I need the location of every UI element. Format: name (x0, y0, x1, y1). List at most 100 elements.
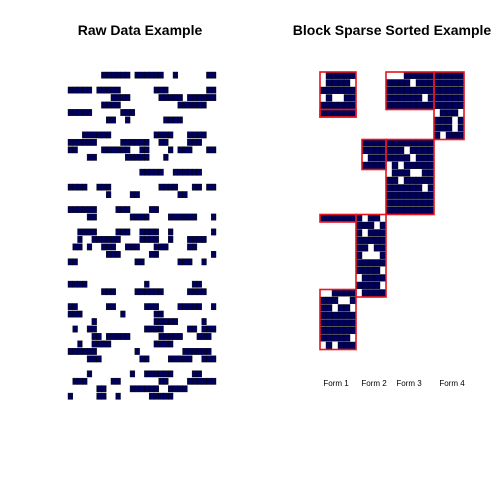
raw-cell (187, 243, 193, 251)
raw-cell (96, 236, 102, 243)
sorted-cell (349, 101, 357, 109)
raw-cell (110, 71, 116, 79)
sorted-cell (415, 94, 423, 102)
sorted-cell (343, 326, 351, 334)
raw-cell (125, 206, 131, 213)
sorted-cell (433, 131, 441, 139)
raw-cell (125, 94, 131, 101)
raw-cell (153, 250, 159, 258)
sorted-cell (409, 191, 417, 199)
raw-cell (115, 250, 121, 258)
raw-cell (82, 206, 88, 213)
sorted-cell (331, 334, 339, 342)
raw-cell (129, 191, 136, 199)
sorted-cell (415, 71, 423, 79)
raw-cell (72, 109, 78, 116)
sorted-cell (367, 139, 375, 147)
raw-cell (120, 333, 126, 340)
raw-cell (105, 340, 112, 348)
raw-cell (115, 86, 121, 94)
sorted-cell (409, 71, 417, 79)
sorted-cell (325, 311, 333, 319)
raw-cell (134, 138, 140, 146)
sorted-cell (373, 266, 381, 274)
sorted-cell (367, 154, 375, 162)
sorted-cell (391, 161, 399, 169)
raw-cell (153, 236, 159, 243)
raw-cell (196, 131, 202, 139)
sorted-cell (397, 199, 405, 207)
raw-cell (201, 318, 207, 325)
sorted-cell (451, 94, 459, 102)
sorted-cell (349, 214, 357, 222)
raw-cell (67, 348, 73, 355)
raw-cell (211, 325, 217, 333)
raw-cell (158, 86, 164, 94)
raw-cell (206, 333, 212, 340)
raw-cell (153, 168, 159, 176)
raw-cell (134, 288, 140, 296)
raw-cell (134, 153, 140, 161)
sorted-cell (409, 146, 417, 154)
sorted-cell (385, 176, 393, 184)
sorted-cell (439, 109, 447, 117)
raw-cell (91, 213, 97, 221)
raw-cell (110, 250, 116, 258)
raw-cell (177, 303, 183, 311)
raw-cell (163, 183, 169, 191)
sorted-cell (325, 109, 333, 117)
raw-cell (172, 213, 179, 221)
sorted-cell (319, 101, 327, 109)
sorted-cell (397, 94, 405, 102)
raw-cell (72, 348, 78, 355)
raw-cell (72, 183, 78, 191)
raw-cell (158, 318, 164, 325)
raw-cell (177, 258, 183, 266)
sorted-cell (355, 259, 363, 267)
raw-cell (148, 228, 155, 236)
raw-cell (105, 250, 112, 258)
raw-cell (191, 280, 198, 288)
raw-cell (187, 146, 193, 154)
raw-cell (139, 168, 145, 176)
raw-cell (139, 138, 145, 146)
raw-cell (191, 325, 198, 333)
raw-cell (86, 228, 93, 236)
raw-cell (187, 138, 193, 146)
raw-cell (129, 153, 136, 161)
raw-cell (91, 325, 97, 333)
raw-cell (134, 258, 140, 266)
raw-cell (77, 109, 83, 116)
sorted-cell (319, 214, 327, 222)
raw-cell (101, 236, 107, 243)
raw-cell (144, 385, 150, 393)
form-label: Form 3 (396, 379, 422, 388)
raw-cell (77, 310, 83, 318)
sorted-cell (421, 139, 429, 147)
sorted-cell (397, 169, 405, 177)
sorted-cell (415, 86, 423, 94)
sorted-cell (361, 259, 369, 267)
raw-cell (163, 86, 169, 94)
raw-cell (191, 377, 198, 385)
raw-cell (139, 228, 145, 236)
raw-cell (187, 288, 193, 296)
sorted-cell (361, 266, 369, 274)
raw-cell (91, 355, 97, 363)
raw-cell (144, 146, 150, 154)
raw-cell (206, 348, 212, 355)
raw-cell (96, 385, 102, 393)
sorted-cell (415, 101, 423, 109)
sorted-cell (391, 169, 399, 177)
raw-cell (148, 385, 155, 393)
raw-cell (125, 333, 131, 340)
raw-cell (168, 385, 174, 393)
sorted-cell (325, 214, 333, 222)
sorted-cell (343, 79, 351, 87)
raw-cell (101, 146, 107, 154)
sorted-cell (367, 274, 375, 282)
raw-cell (72, 206, 78, 213)
sorted-cell (439, 94, 447, 102)
raw-cell (158, 131, 164, 139)
